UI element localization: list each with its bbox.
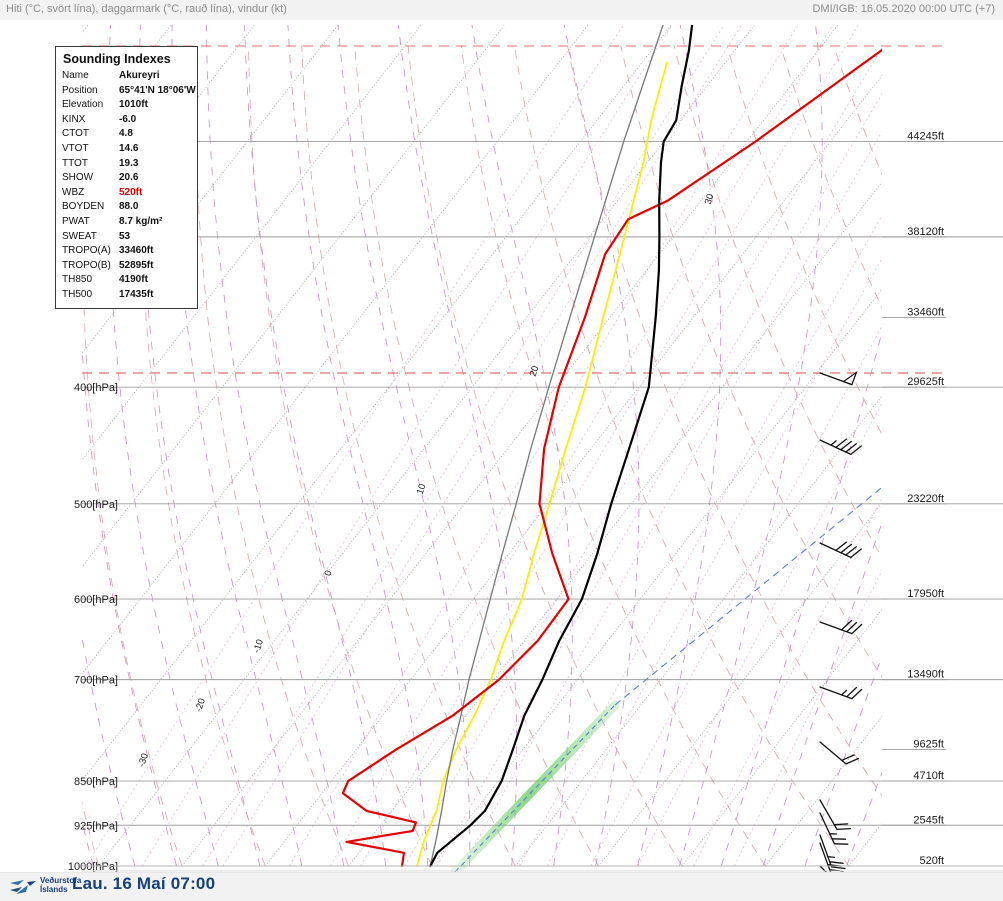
altitude-tick-label: 44245ft bbox=[907, 131, 944, 143]
index-value: 65°41'N 18°06'W bbox=[119, 84, 196, 99]
index-value: 88.0 bbox=[119, 200, 138, 215]
index-value: Akureyri bbox=[119, 69, 160, 84]
index-key: TH500 bbox=[62, 288, 119, 303]
altitude-tick-label: 38120ft bbox=[907, 226, 944, 238]
altitude-tick-label: 2545ft bbox=[913, 814, 944, 826]
index-key: TROPO(A) bbox=[62, 244, 119, 259]
index-value: -6.0 bbox=[119, 113, 136, 128]
index-key: CTOT bbox=[62, 127, 119, 142]
index-key: PWAT bbox=[62, 215, 119, 230]
index-key: WBZ bbox=[62, 186, 119, 201]
index-key: TH850 bbox=[62, 273, 119, 288]
index-value: 4190ft bbox=[119, 273, 148, 288]
altitude-tick-label: 520ft bbox=[920, 855, 944, 867]
altitude-tick-label: 9625ft bbox=[913, 738, 944, 750]
index-row: TROPO(A)33460ft bbox=[62, 244, 191, 259]
index-key: Elevation bbox=[62, 98, 119, 113]
header-left-caption: Hiti (°C, svört lína), daggarmark (°C, r… bbox=[6, 3, 287, 15]
altitude-tick-label: 4710ft bbox=[913, 770, 944, 782]
header-right-caption: DMI/IGB: 16.05.2020 00:00 UTC (+7) bbox=[812, 3, 995, 15]
index-key: TROPO(B) bbox=[62, 259, 119, 274]
index-value: 52895ft bbox=[119, 259, 153, 274]
pressure-tick-label: 850[hPa] bbox=[74, 776, 118, 788]
index-value: 1010ft bbox=[119, 98, 148, 113]
altitude-tick-label: 33460ft bbox=[907, 306, 944, 318]
index-value: 19.3 bbox=[119, 157, 138, 172]
index-row: TROPO(B)52895ft bbox=[62, 259, 191, 274]
index-row: KINX-6.0 bbox=[62, 113, 191, 128]
index-key: Position bbox=[62, 84, 119, 99]
index-key: VTOT bbox=[62, 142, 119, 157]
pressure-tick-label: 700[hPa] bbox=[74, 675, 118, 687]
header-bar: Hiti (°C, svört lína), daggarmark (°C, r… bbox=[0, 0, 1003, 21]
altitude-tick-label: 29625ft bbox=[907, 376, 944, 388]
pressure-tick-label: 500[hPa] bbox=[74, 499, 118, 511]
altitude-tick-label: 13490ft bbox=[907, 669, 944, 681]
pressure-tick-label: 400[hPa] bbox=[74, 382, 118, 394]
index-value: 4.8 bbox=[119, 127, 133, 142]
index-value: 14.6 bbox=[119, 142, 138, 157]
index-key: SWEAT bbox=[62, 230, 119, 245]
altitude-tick-label: 23220ft bbox=[907, 493, 944, 505]
index-value: 53 bbox=[119, 230, 130, 245]
altitude-tick-label: 17950ft bbox=[907, 588, 944, 600]
index-value: 520ft bbox=[119, 186, 142, 201]
index-value: 17435ft bbox=[119, 288, 153, 303]
index-key: TTOT bbox=[62, 157, 119, 172]
pressure-tick-label: 925[hPa] bbox=[74, 820, 118, 832]
index-key: BOYDEN bbox=[62, 200, 119, 215]
pressure-tick-label: 600[hPa] bbox=[74, 594, 118, 606]
index-key: KINX bbox=[62, 113, 119, 128]
index-key: SHOW bbox=[62, 171, 119, 186]
forecast-timestamp: Lau. 16 Maí 07:00 bbox=[72, 874, 215, 894]
index-value: 8.7 kg/m² bbox=[119, 215, 162, 230]
index-value: 20.6 bbox=[119, 171, 138, 186]
sounding-indexes-title: Sounding Indexes bbox=[63, 52, 191, 66]
index-value: 33460ft bbox=[119, 244, 153, 259]
index-key: Name bbox=[62, 69, 119, 84]
